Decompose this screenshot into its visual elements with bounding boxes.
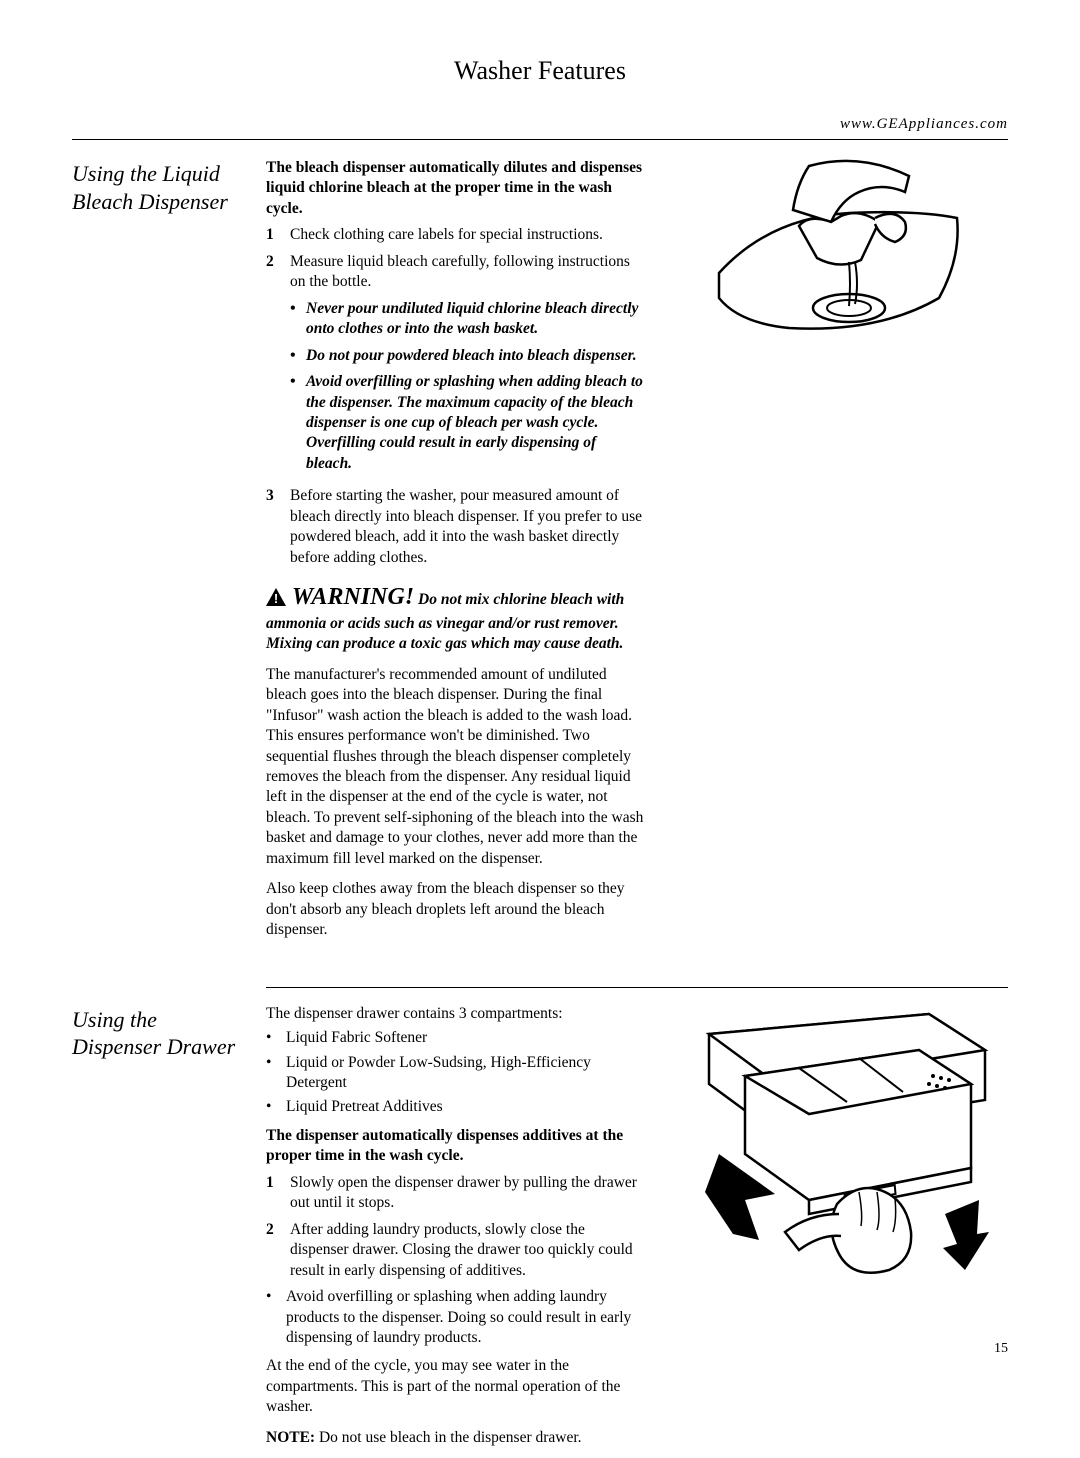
page-title: Washer Features bbox=[72, 56, 1008, 86]
list-item: •Avoid overfilling or splashing when add… bbox=[290, 372, 646, 474]
bullet-text: Liquid Pretreat Additives bbox=[286, 1097, 443, 1117]
step-number: 2 bbox=[266, 252, 280, 481]
bullet-text: Avoid overfilling or splashing when addi… bbox=[286, 1287, 646, 1348]
numbered-steps: 1 Check clothing care labels for special… bbox=[266, 225, 646, 568]
warning-block: ! WARNING! Do not mix chlorine bleach wi… bbox=[266, 582, 646, 655]
divider-section bbox=[266, 987, 1008, 988]
note-label: NOTE: bbox=[266, 1429, 315, 1446]
step-number: 1 bbox=[266, 225, 280, 245]
note-text: Do not use bleach in the dispenser drawe… bbox=[315, 1429, 581, 1446]
page-number: 15 bbox=[994, 1341, 1008, 1357]
step2-lead: Measure liquid bleach carefully, followi… bbox=[290, 253, 630, 290]
list-item: • Liquid Fabric Softener bbox=[266, 1028, 646, 1048]
figure-dispenser-drawer bbox=[670, 1004, 1008, 1458]
header-url: www.GEAppliances.com bbox=[72, 116, 1008, 133]
step-number: 2 bbox=[266, 1220, 280, 1281]
section-heading: Using the Liquid Bleach Dispenser bbox=[72, 158, 242, 951]
warning-word: WARNING! bbox=[292, 584, 414, 610]
list-item: •Liquid or Powder Low-Sudsing, High-Effi… bbox=[266, 1053, 646, 1094]
section-dispenser-drawer: Using the Dispenser Drawer The dispenser… bbox=[72, 1004, 1008, 1458]
step-number: 3 bbox=[266, 486, 280, 568]
list-item: • Liquid Pretreat Additives bbox=[266, 1097, 646, 1117]
divider-top bbox=[72, 139, 1008, 140]
section-bleach-dispenser: Using the Liquid Bleach Dispenser The bl… bbox=[72, 158, 1008, 951]
compartment-list: •Liquid Fabric Softener •Liquid or Powde… bbox=[266, 1028, 646, 1118]
step-text: Measure liquid bleach carefully, followi… bbox=[290, 252, 646, 481]
step: 1 Check clothing care labels for special… bbox=[266, 225, 646, 245]
bullet-text: Liquid or Powder Low-Sudsing, High-Effic… bbox=[286, 1053, 646, 1094]
bullet-text: Do not pour powdered bleach into bleach … bbox=[306, 346, 637, 366]
step-text: After adding laundry products, slowly cl… bbox=[290, 1220, 646, 1281]
bullet-text: Avoid overfilling or splashing when addi… bbox=[306, 372, 646, 474]
numbered-steps: 1 Slowly open the dispenser drawer by pu… bbox=[266, 1173, 646, 1281]
list-item: •Avoid overfilling or splashing when add… bbox=[266, 1287, 646, 1348]
paragraph: Also keep clothes away from the bleach d… bbox=[266, 879, 646, 940]
bullet-icon: • bbox=[266, 1028, 276, 1048]
bullet-text: Liquid Fabric Softener bbox=[286, 1028, 427, 1048]
section-heading: Using the Dispenser Drawer bbox=[72, 1004, 242, 1458]
bullet-icon: • bbox=[290, 346, 300, 366]
paragraph: At the end of the cycle, you may see wat… bbox=[266, 1356, 646, 1417]
svg-text:!: ! bbox=[274, 591, 278, 606]
bullet-icon: • bbox=[290, 299, 300, 340]
bleach-illustration bbox=[709, 158, 969, 368]
step: 3 Before starting the washer, pour measu… bbox=[266, 486, 646, 568]
intro-text: The dispenser drawer contains 3 compartm… bbox=[266, 1004, 646, 1024]
step-text: Slowly open the dispenser drawer by pull… bbox=[290, 1173, 646, 1214]
bullet-text: Never pour undiluted liquid chlorine ble… bbox=[306, 299, 646, 340]
section-body: The bleach dispenser automatically dilut… bbox=[266, 158, 646, 951]
caution-bullets: •Avoid overfilling or splashing when add… bbox=[266, 1287, 646, 1348]
caution-bullets: •Never pour undiluted liquid chlorine bl… bbox=[290, 299, 646, 475]
section-body: The dispenser drawer contains 3 compartm… bbox=[266, 1004, 646, 1458]
list-item: •Never pour undiluted liquid chlorine bl… bbox=[290, 299, 646, 340]
section2-wrapper: Using the Dispenser Drawer The dispenser… bbox=[72, 987, 1008, 1458]
step-text: Check clothing care labels for special i… bbox=[290, 225, 646, 245]
bullet-icon: • bbox=[266, 1287, 276, 1348]
bullet-icon: • bbox=[266, 1097, 276, 1117]
warning-triangle-icon: ! bbox=[266, 588, 286, 606]
list-item: • Do not pour powdered bleach into bleach… bbox=[290, 346, 646, 366]
bold-note: The dispenser automatically dispenses ad… bbox=[266, 1126, 646, 1167]
step-number: 1 bbox=[266, 1173, 280, 1214]
figure-pouring-bleach bbox=[670, 158, 1008, 951]
step-text: Before starting the washer, pour measure… bbox=[290, 486, 646, 568]
intro-text: The bleach dispenser automatically dilut… bbox=[266, 158, 646, 219]
paragraph: The manufacturer's recommended amount of… bbox=[266, 665, 646, 870]
drawer-illustration bbox=[689, 1004, 989, 1294]
bullet-icon: • bbox=[290, 372, 300, 474]
step: 2 Measure liquid bleach carefully, follo… bbox=[266, 252, 646, 481]
step: 1 Slowly open the dispenser drawer by pu… bbox=[266, 1173, 646, 1214]
step: 2 After adding laundry products, slowly … bbox=[266, 1220, 646, 1281]
note-line: NOTE: Do not use bleach in the dispenser… bbox=[266, 1428, 646, 1448]
bullet-icon: • bbox=[266, 1053, 276, 1094]
